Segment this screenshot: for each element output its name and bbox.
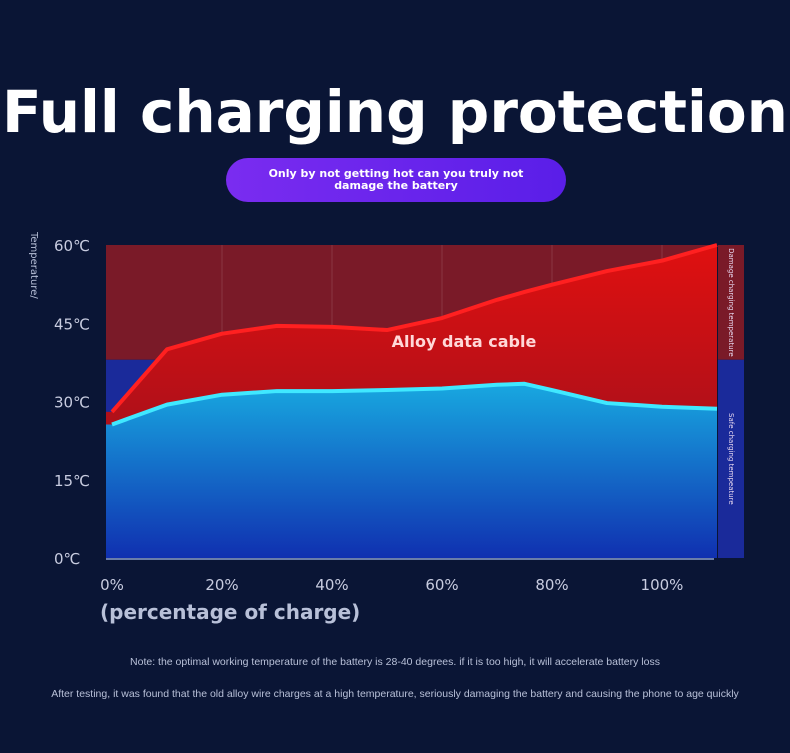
y-tick-label: 0℃ <box>54 550 80 568</box>
series-area-1 <box>106 383 717 558</box>
test-text: After testing, it was found that the old… <box>51 688 739 700</box>
x-axis-label: (percentage of charge) <box>100 600 361 624</box>
series-line-0 <box>110 243 718 414</box>
x-tick-label: 100% <box>641 576 684 594</box>
zone-legend-0 <box>718 245 744 360</box>
y-tick-label: 15℃ <box>54 472 90 490</box>
x-tick-label: 0% <box>100 576 124 594</box>
y-tick-label: 30℃ <box>54 394 90 412</box>
subtitle-badge: Only by not getting hot can you truly no… <box>226 158 566 202</box>
y-tick-label: 45℃ <box>54 315 90 333</box>
page-title: Full charging protection <box>2 78 788 146</box>
series-label: Alloy data cable <box>392 332 537 351</box>
x-tick-label: 40% <box>315 576 348 594</box>
y-tick-label: 60℃ <box>54 237 90 255</box>
zone-legend-1 <box>718 359 744 558</box>
note-text: Note: the optimal working temperature of… <box>130 656 660 668</box>
zone-label-1: Safe charging tempeature <box>727 413 735 505</box>
x-tick-label: 80% <box>535 576 568 594</box>
series-line-1 <box>111 381 718 427</box>
zone-label-0: Damage charging temperature <box>727 248 735 357</box>
y-axis-label: Temperature/ <box>28 232 39 299</box>
x-tick-label: 20% <box>205 576 238 594</box>
x-tick-label: 60% <box>425 576 458 594</box>
subtitle-text: Only by not getting hot can you truly no… <box>268 167 524 192</box>
